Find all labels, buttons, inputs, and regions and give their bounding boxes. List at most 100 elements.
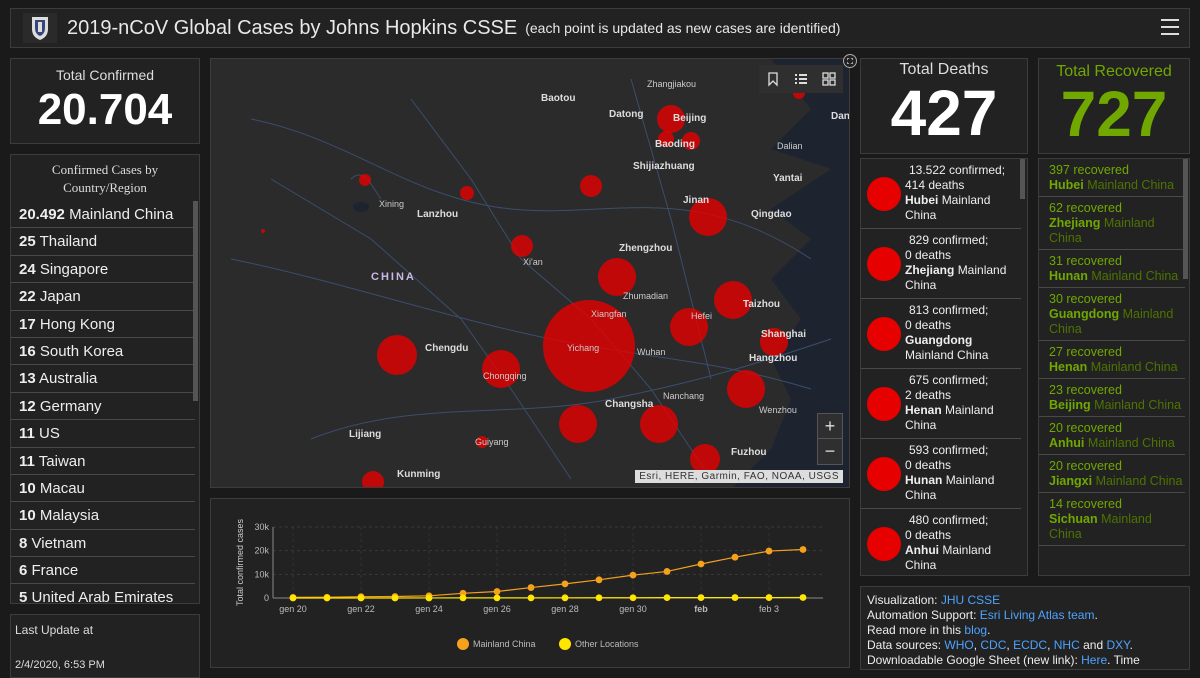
city-label-chongqing: Chongqing bbox=[483, 371, 527, 381]
country-row[interactable]: 11 Taiwan bbox=[11, 448, 195, 475]
chart-y-tick-label: 20k bbox=[254, 546, 269, 556]
country-row[interactable]: 6 France bbox=[11, 557, 195, 585]
country-row[interactable]: 10 Macau bbox=[11, 475, 195, 503]
source-link-ecdc[interactable]: ECDC bbox=[1013, 638, 1048, 652]
country-row[interactable]: 10 Malaysia bbox=[11, 502, 195, 530]
deaths-row-location: Hubei Mainland China bbox=[905, 193, 1017, 223]
country-row[interactable]: 16 South Korea bbox=[11, 338, 195, 366]
deaths-row[interactable]: 813 confirmed; 0 deaths Guangdong Mainland… bbox=[861, 299, 1021, 369]
country-count: 8 bbox=[19, 534, 28, 552]
country-row[interactable]: 20.492 Mainland China bbox=[11, 201, 195, 229]
bookmark-icon[interactable] bbox=[765, 71, 781, 87]
country-row[interactable]: 5 United Arab Emirates bbox=[11, 584, 195, 603]
city-label-fuzhou: Fuzhou bbox=[731, 447, 767, 458]
city-label-datong: Datong bbox=[609, 109, 644, 120]
deaths-row-confirmed: 813 confirmed; bbox=[909, 303, 989, 317]
cases-line-chart: 0 10k 20k 30k gen 20 gen 22 gen 24 gen 26 gen 28… bbox=[235, 518, 823, 650]
chart-legend-label: Mainland China bbox=[473, 639, 536, 649]
country-row[interactable]: 25 Thailand bbox=[11, 228, 195, 256]
map-view[interactable]: Baotou Zhangjiakou Datong Beijing Baodin… bbox=[210, 58, 850, 488]
source-link-dxy[interactable]: DXY bbox=[1106, 638, 1130, 652]
source-link-who[interactable]: WHO bbox=[944, 638, 974, 652]
deaths-row-region: Mainland China bbox=[905, 263, 1007, 292]
chart-data-point bbox=[391, 594, 399, 602]
chart-y-tick-label: 30k bbox=[254, 522, 269, 532]
deaths-list-panel: 13.522 confirmed; 414 deaths Hubei Mainlan… bbox=[860, 158, 1028, 576]
deaths-row-province: Zhejiang bbox=[905, 263, 955, 277]
zoom-in-button[interactable]: + bbox=[818, 414, 842, 439]
chart-data-point bbox=[663, 594, 671, 602]
deaths-row[interactable]: 829 confirmed; 0 deaths Zhejiang Mainland … bbox=[861, 229, 1021, 299]
city-label-baotou: Baotou bbox=[541, 93, 576, 104]
jhu-csse-link[interactable]: JHU CSSE bbox=[940, 593, 1001, 607]
chart-data-point bbox=[527, 584, 535, 591]
chart-data-point bbox=[561, 580, 569, 588]
recovered-row-location: Zhejiang Mainland China bbox=[1049, 216, 1185, 246]
zoom-out-button[interactable]: − bbox=[824, 441, 836, 461]
case-circle-zhejiang bbox=[727, 370, 765, 408]
deaths-row[interactable]: 593 confirmed; 0 deaths Hunan Mainland Chi… bbox=[861, 439, 1021, 509]
country-row[interactable]: 8 Vietnam bbox=[11, 530, 195, 558]
recovered-row[interactable]: 30 recovered Guangdong Mainland China bbox=[1039, 288, 1185, 341]
expand-icon[interactable] bbox=[843, 54, 857, 68]
last-update-label: Last Update at bbox=[15, 623, 94, 637]
recovered-row[interactable]: 23 recovered Beijing Mainland China bbox=[1039, 379, 1185, 417]
deaths-row[interactable]: 675 confirmed; 2 deaths Henan Mainland Chi… bbox=[861, 369, 1021, 439]
city-label-shijiazhuang: Shijiazhuang bbox=[633, 161, 695, 172]
deaths-list-scrollbar[interactable] bbox=[1020, 159, 1025, 199]
blog-link[interactable]: blog bbox=[964, 623, 988, 637]
deaths-row-location: Anhui Mainland China bbox=[905, 543, 1017, 573]
total-recovered-card: Total Recovered 727 bbox=[1038, 58, 1190, 154]
total-confirmed-card: Total Confirmed 20.704 bbox=[10, 58, 200, 144]
basemap-gallery-icon[interactable] bbox=[821, 71, 837, 87]
case-circles-layer[interactable] bbox=[211, 59, 850, 488]
esri-living-atlas-link[interactable]: Esri Living Atlas team bbox=[979, 608, 1095, 622]
deaths-row-region: Mainland China bbox=[905, 348, 989, 362]
source-link-cdc[interactable]: CDC bbox=[980, 638, 1007, 652]
chart-data-point bbox=[697, 560, 705, 568]
recovered-row[interactable]: 20 recovered Jiangxi Mainland China bbox=[1039, 455, 1185, 493]
city-label-wenzhou: Wenzhou bbox=[759, 405, 797, 415]
recovered-row-count: 14 recovered bbox=[1049, 497, 1122, 511]
google-sheet-link[interactable]: Here bbox=[1081, 653, 1108, 667]
chart-y-tick-label: 0 bbox=[264, 593, 269, 603]
deaths-row-region: Mainland China bbox=[905, 193, 991, 222]
city-label-dalian: Dalian bbox=[777, 141, 803, 151]
recovered-row[interactable]: 27 recovered Henan Mainland China bbox=[1039, 341, 1185, 379]
recovered-row[interactable]: 62 recovered Zhejiang Mainland China bbox=[1039, 197, 1185, 250]
country-row[interactable]: 22 Japan bbox=[11, 283, 195, 311]
source-link-nhc[interactable]: NHC bbox=[1053, 638, 1080, 652]
chart-x-tick-label: gen 24 bbox=[415, 604, 443, 614]
chart-data-point bbox=[731, 553, 739, 561]
recovered-row[interactable]: 31 recovered Hunan Mainland China bbox=[1039, 250, 1185, 288]
deaths-row-confirmed: 829 confirmed; bbox=[909, 233, 989, 247]
recovered-row[interactable]: 20 recovered Anhui Mainland China bbox=[1039, 417, 1185, 455]
info-visualization-label: Visualization: bbox=[867, 593, 938, 607]
chart-data-point bbox=[323, 594, 331, 602]
chart-legend-label: Other Locations bbox=[575, 639, 639, 649]
hamburger-menu-icon[interactable] bbox=[1161, 19, 1179, 35]
total-confirmed-value: 20.704 bbox=[37, 85, 173, 134]
city-label-nanchang: Nanchang bbox=[663, 391, 705, 401]
recovered-row[interactable]: 14 recovered Sichuan Mainland China bbox=[1039, 493, 1185, 546]
recovered-row-count: 397 recovered bbox=[1049, 163, 1129, 177]
country-row[interactable]: 13 Australia bbox=[11, 365, 195, 393]
country-list-scrollbar[interactable] bbox=[193, 201, 198, 401]
recovered-row[interactable]: 397 recovered Hubei Mainland China bbox=[1039, 159, 1185, 197]
legend-list-icon[interactable] bbox=[793, 71, 809, 87]
city-label-chengdu: Chengdu bbox=[425, 343, 469, 354]
country-row[interactable]: 17 Hong Kong bbox=[11, 311, 195, 338]
country-row[interactable]: 24 Singapore bbox=[11, 256, 195, 284]
recovered-row-region: Mainland China bbox=[1095, 474, 1183, 488]
deaths-row[interactable]: 480 confirmed; 0 deaths Anhui Mainland Chi… bbox=[861, 509, 1021, 575]
country-row[interactable]: 11 US bbox=[11, 420, 195, 448]
chart-data-point bbox=[697, 594, 705, 601]
info-sources-line: Data sources: WHO, CDC, ECDC, NHC and DX… bbox=[867, 638, 1133, 652]
case-circle-beijing-2 bbox=[658, 131, 674, 147]
recovered-list-scrollbar[interactable] bbox=[1183, 159, 1188, 279]
country-row[interactable]: 12 Germany bbox=[11, 393, 195, 421]
recovered-row-province: Hunan bbox=[1049, 269, 1088, 283]
deaths-row[interactable]: 13.522 confirmed; 414 deaths Hubei Mainlan… bbox=[861, 159, 1021, 229]
total-recovered-value: 727 bbox=[1060, 78, 1168, 150]
total-recovered-label: Total Recovered bbox=[1056, 63, 1172, 80]
